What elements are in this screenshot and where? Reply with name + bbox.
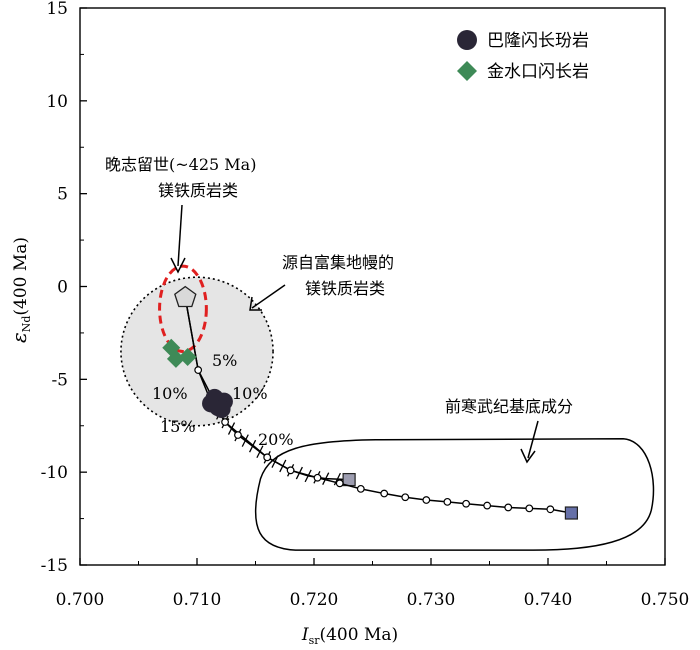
late-silurian-label-1: 晚志留世(~425 Ma) xyxy=(105,155,256,174)
pct-15-label: 15% xyxy=(160,417,196,436)
mixing-node xyxy=(546,505,555,514)
mixing-node xyxy=(380,489,389,498)
mixing-node xyxy=(422,496,431,504)
mixing-node xyxy=(263,453,272,462)
late-silurian-field xyxy=(158,264,208,353)
axis-ticks: 0.700 0.710 0.720 0.730 0.740 0.750 15 10 5 0 -5 -1… xyxy=(41,0,690,610)
y-axis-title: εNd(400 Ma) xyxy=(7,237,33,343)
mixing-node xyxy=(525,504,534,513)
late-silurian-arrowhead xyxy=(170,257,186,274)
late-silurian-arrow xyxy=(177,204,183,267)
mixing-tick xyxy=(227,422,236,435)
y-tick-label: -15 xyxy=(41,556,68,576)
y-tick-label: -5 xyxy=(51,370,68,390)
mixing-node xyxy=(335,479,344,488)
enriched-mantle-label-1: 源自富集地幔的 xyxy=(282,253,394,272)
y-tick-label: 10 xyxy=(46,92,68,112)
mixing-tick xyxy=(322,472,330,485)
mixing-node xyxy=(483,501,492,510)
mixing-node xyxy=(443,497,452,506)
basement-arrow xyxy=(527,420,539,459)
pct-20-label: 20% xyxy=(258,430,294,449)
mixing-tick xyxy=(333,472,341,486)
x-tick-label: 0.700 xyxy=(56,590,105,610)
pct-10-left-label: 10% xyxy=(152,384,188,403)
end-member-square xyxy=(342,472,356,487)
legend-diamond-marker xyxy=(457,61,477,81)
legend: 巴隆闪长玢岩 金水口闪长岩 xyxy=(457,30,589,82)
data-points xyxy=(162,338,233,419)
late-silurian-label-2: 镁铁质岩类 xyxy=(158,181,238,200)
y-tick-label: -10 xyxy=(41,463,68,483)
enriched-mantle-label-2: 镁铁质岩类 xyxy=(305,279,385,298)
mixing-node xyxy=(462,499,471,508)
mixing-node xyxy=(286,466,295,475)
pct-10-right-label: 10% xyxy=(232,384,268,403)
x-tick-label: 0.720 xyxy=(290,590,339,610)
x-tick-label: 0.710 xyxy=(173,590,222,610)
legend-label-0: 巴隆闪长玢岩 xyxy=(487,31,589,51)
legend-circle-marker xyxy=(457,30,477,50)
basement-arrowhead xyxy=(520,448,536,464)
data-point-diamond xyxy=(166,349,185,368)
mixing-node xyxy=(504,503,513,512)
y-tick-label: 15 xyxy=(46,0,68,19)
mixing-node xyxy=(356,484,365,493)
data-point-circle xyxy=(212,400,231,419)
mixing-node xyxy=(234,431,242,439)
y-tick-label: 5 xyxy=(57,185,68,205)
data-point-diamond xyxy=(178,348,197,367)
x-tick-label: 0.730 xyxy=(407,590,456,610)
x-tick-label: 0.740 xyxy=(524,590,573,610)
enriched-mantle-arrowhead xyxy=(249,296,262,311)
mixing-tick xyxy=(241,434,249,447)
start-pentagon-marker xyxy=(174,285,197,308)
mixing-tick xyxy=(248,439,257,453)
mixing-node xyxy=(401,493,410,502)
enriched-mantle-arrow xyxy=(251,284,286,309)
x-axis-title: Isr(400 Ma) xyxy=(301,625,398,647)
legend-label-1: 金水口闪长岩 xyxy=(487,62,589,82)
mixing-node xyxy=(221,418,229,426)
mixing-node xyxy=(194,366,203,374)
enriched-mantle-field xyxy=(120,276,274,427)
precambrian-basement-field xyxy=(254,437,655,551)
x-tick-label: 0.750 xyxy=(641,590,690,610)
pct-5-label: 5% xyxy=(212,351,237,370)
mixing-node xyxy=(313,473,322,482)
end-member-square xyxy=(564,506,579,520)
y-tick-label: 0 xyxy=(57,278,68,298)
basement-label: 前寒武纪基底成分 xyxy=(445,397,573,416)
